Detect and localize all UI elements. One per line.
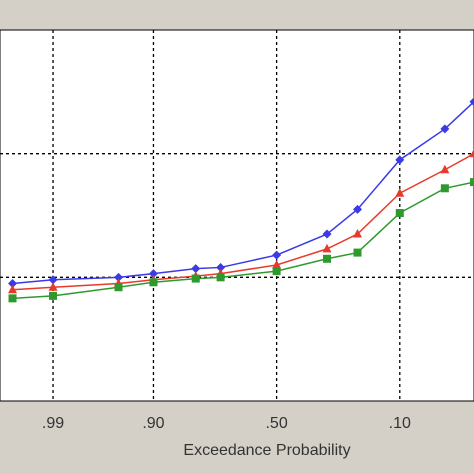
data-point xyxy=(395,209,404,218)
data-point xyxy=(440,184,449,193)
data-point xyxy=(470,178,474,187)
data-point xyxy=(48,275,58,285)
x-tick-labels: .99 .90 .50 .10 xyxy=(42,415,411,432)
x-tick-label: .99 xyxy=(42,415,64,432)
x-tick-label: .90 xyxy=(142,415,164,432)
data-point xyxy=(272,267,281,276)
series-line xyxy=(12,153,474,291)
data-point xyxy=(191,274,200,283)
series-diamond xyxy=(8,97,474,289)
x-tick-label: .50 xyxy=(265,415,287,432)
x-axis-label: Exceedance Probability xyxy=(183,442,350,459)
data-point xyxy=(440,164,450,174)
data-point xyxy=(322,243,332,253)
data-point xyxy=(49,291,58,300)
series-line xyxy=(12,181,474,300)
data-point xyxy=(469,148,474,158)
series-square xyxy=(8,178,474,303)
data-point xyxy=(323,254,332,263)
data-point xyxy=(469,97,474,107)
data-point xyxy=(272,259,282,269)
data-point xyxy=(114,283,123,292)
data-point xyxy=(216,262,226,272)
data-point xyxy=(272,250,282,260)
data-point xyxy=(395,188,405,197)
plot-area xyxy=(0,29,474,402)
data-point xyxy=(114,272,124,282)
data-point xyxy=(353,229,363,238)
data-point xyxy=(395,155,405,165)
x-tick-label: .10 xyxy=(389,415,411,432)
data-point xyxy=(8,279,18,289)
data-point xyxy=(191,264,201,274)
series-layer xyxy=(8,97,474,303)
data-point xyxy=(148,269,158,279)
data-point xyxy=(216,273,225,282)
data-point xyxy=(8,284,18,294)
data-point xyxy=(353,204,363,214)
data-point xyxy=(149,278,158,287)
data-point xyxy=(48,282,58,291)
data-point xyxy=(353,248,362,257)
gridlines xyxy=(0,30,474,401)
data-point xyxy=(440,124,450,134)
data-point xyxy=(322,229,332,239)
series-line xyxy=(12,101,474,285)
data-point xyxy=(8,294,17,303)
